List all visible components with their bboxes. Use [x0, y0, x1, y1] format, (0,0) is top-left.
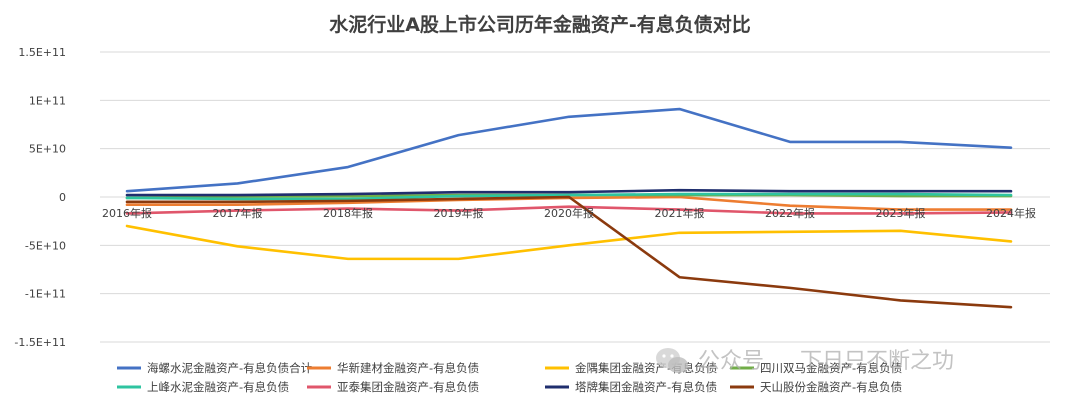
y-tick-label: 1E+11: [29, 94, 66, 107]
y-tick-label: 0: [59, 191, 66, 204]
legend-label: 亚泰集团金融资产-有息负债: [337, 380, 479, 394]
y-tick-label: -1.5E+11: [14, 336, 66, 349]
watermark: 公众号 下日只不断之功: [656, 348, 954, 374]
x-tick-label: 2023年报: [876, 206, 926, 220]
legend-label: 天山股份金融资产-有息负债: [760, 380, 902, 394]
legend-label: 四川双马金融资产-有息负债: [760, 361, 902, 375]
legend-label: 上峰水泥金融资产-有息负债: [147, 380, 289, 394]
series-line: [125, 224, 1013, 261]
series-line: [125, 188, 1013, 197]
y-tick-label: -5E+10: [25, 239, 66, 252]
legend-label: 海螺水泥金融资产-有息负债合计: [147, 361, 313, 375]
x-tick-label: 2020年报: [544, 206, 594, 220]
x-tick-label: 2018年报: [323, 206, 373, 220]
x-tick-label: 2024年报: [986, 206, 1036, 220]
x-tick-label: 2017年报: [213, 206, 263, 220]
legend: 海螺水泥金融资产-有息负债合计 华新建材金融资产-有息负债 金隅集团金融资产-有息负…: [117, 361, 902, 394]
y-axis-tick-labels: 1.5E+11 1E+11 5E+10 0 -5E+10 -1E+11 -1.5E+11: [14, 46, 66, 349]
x-tick-label: 2022年报: [765, 206, 815, 220]
x-tick-label: 2019年报: [434, 206, 484, 220]
series-line: [125, 107, 1013, 193]
y-tick-label: 1.5E+11: [18, 46, 66, 59]
legend-label: 塔牌集团金融资产-有息负债: [575, 380, 717, 394]
series-line: [125, 205, 1013, 215]
y-tick-label: 5E+10: [29, 143, 66, 156]
wechat-icon: [656, 348, 688, 373]
watermark-right-text: 下日只不断之功: [800, 349, 954, 374]
x-tick-label: 2021年报: [655, 206, 705, 220]
series-line: [125, 192, 1013, 201]
x-axis-tick-labels: 2016年报 2017年报 2018年报 2019年报 2020年报 2021年报 2022…: [102, 206, 1036, 220]
series-lines: [125, 107, 1013, 309]
legend-label: 金隅集团金融资产-有息负债: [575, 361, 717, 375]
y-tick-label: -1E+11: [25, 288, 66, 301]
watermark-left-text: 公众号: [698, 349, 764, 374]
x-tick-label: 2016年报: [102, 206, 152, 220]
chart-title: 水泥行业A股上市公司历年金融资产-有息负债对比: [329, 14, 751, 36]
legend-label: 华新建材金融资产-有息负债: [337, 361, 479, 375]
series-line: [125, 195, 1013, 309]
